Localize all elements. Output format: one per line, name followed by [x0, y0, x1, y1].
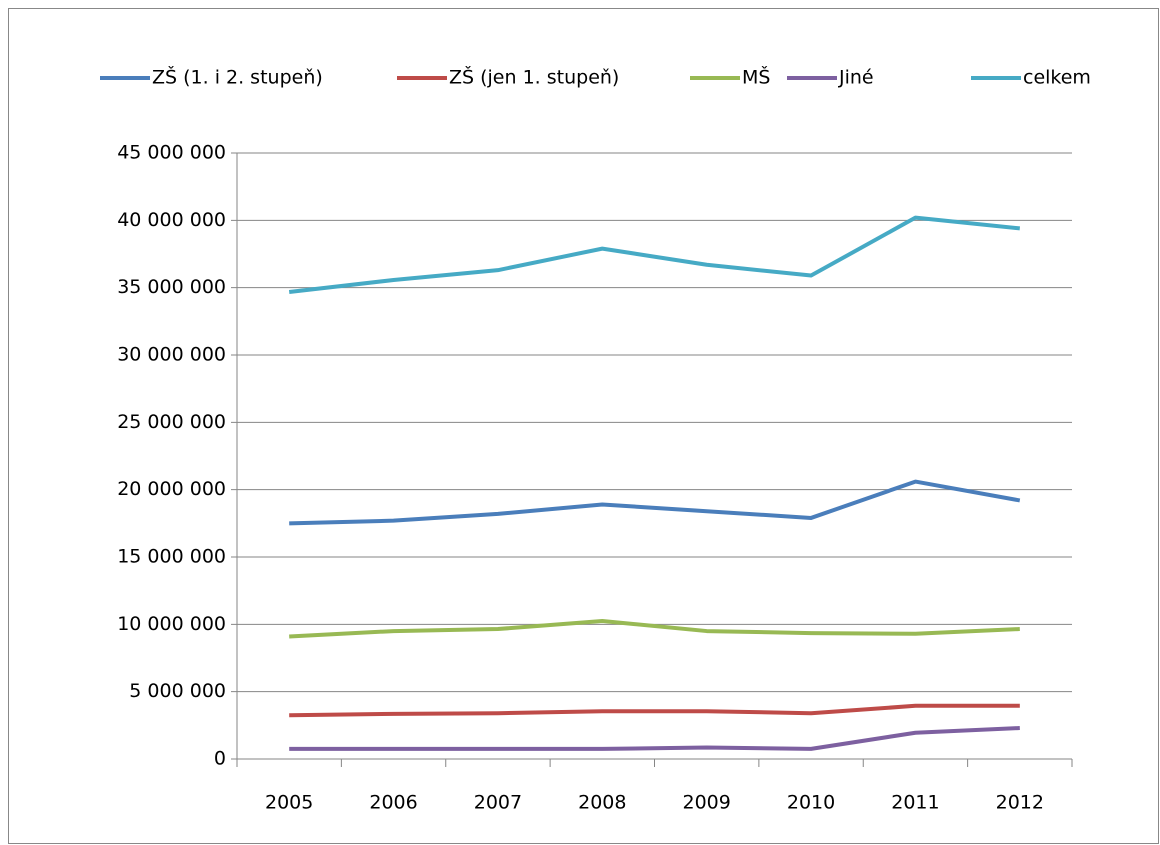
legend-label: ZŠ (1. i 2. stupeň)	[152, 65, 323, 89]
y-tick-label: 5 000 000	[129, 680, 226, 702]
x-tick-label: 2008	[578, 792, 626, 814]
series-line	[289, 703, 1020, 718]
legend-label: Jiné	[838, 67, 874, 89]
y-tick-label: 45 000 000	[117, 142, 226, 164]
x-tick-label: 2009	[683, 792, 731, 814]
y-tick-label: 30 000 000	[117, 344, 226, 366]
x-tick-label: 2007	[474, 792, 522, 814]
y-tick-label: 0	[214, 748, 226, 770]
series-line	[289, 479, 1021, 526]
legend-label: ZŠ (jen 1. stupeň)	[449, 65, 619, 89]
y-tick-label: 40 000 000	[117, 209, 226, 231]
y-tick-label: 25 000 000	[117, 411, 226, 433]
x-tick-label: 2006	[369, 792, 417, 814]
y-tick-label: 10 000 000	[117, 613, 226, 635]
x-tick-label: 2012	[996, 792, 1044, 814]
x-tick-label: 2005	[265, 792, 313, 814]
series-line	[289, 618, 1020, 639]
y-tick-label: 35 000 000	[117, 276, 226, 298]
legend-label: celkem	[1023, 67, 1091, 89]
x-tick-label: 2010	[787, 792, 835, 814]
y-tick-label: 20 000 000	[117, 478, 226, 500]
y-tick-label: 15 000 000	[117, 546, 226, 568]
series-line	[288, 215, 1021, 294]
legend-label: MŠ	[742, 65, 770, 89]
series-line	[289, 726, 1020, 751]
x-tick-label: 2011	[891, 792, 939, 814]
